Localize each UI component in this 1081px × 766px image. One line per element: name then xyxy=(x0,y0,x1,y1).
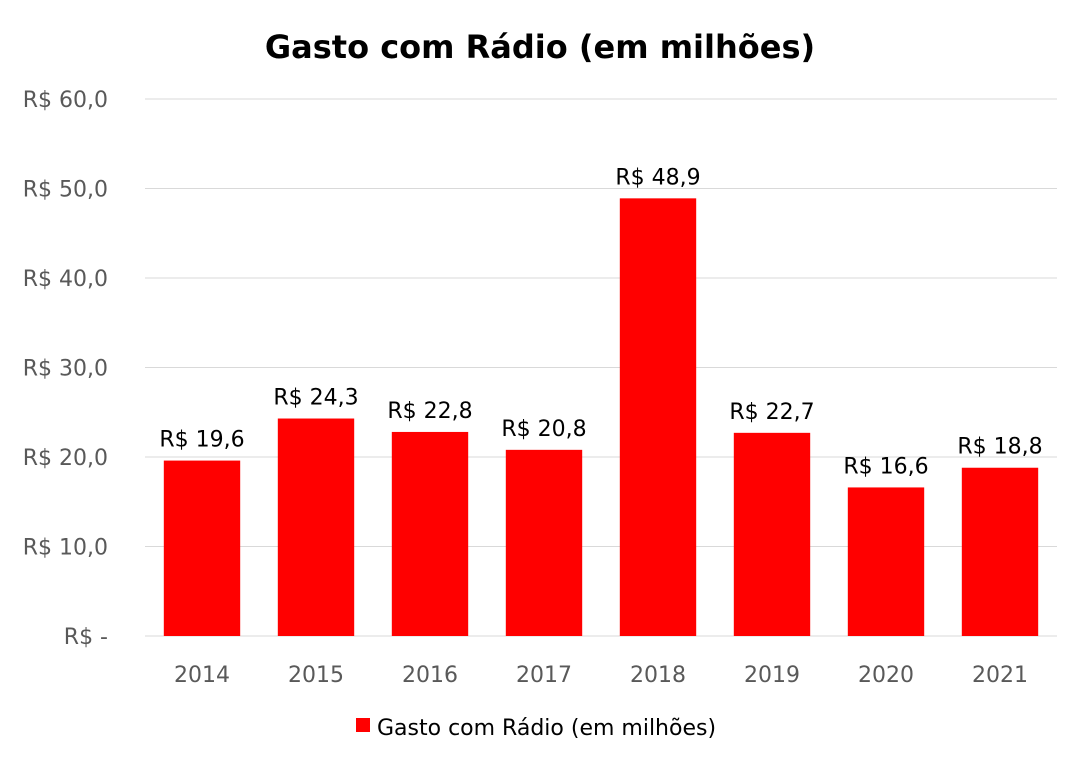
data-label-2018: R$ 48,9 xyxy=(615,165,700,190)
x-tick-label-2016: 2016 xyxy=(402,663,458,688)
x-tick-label-2019: 2019 xyxy=(744,663,800,688)
bar-2015 xyxy=(277,418,355,636)
data-label-2014: R$ 19,6 xyxy=(159,428,244,453)
bar-2020 xyxy=(847,487,925,636)
y-tick-label: R$ 60,0 xyxy=(23,88,108,113)
y-tick-label: R$ 50,0 xyxy=(23,178,108,203)
legend-label: Gasto com Rádio (em milhões) xyxy=(377,716,716,741)
x-axis-tick-labels: 2014 2015 2016 2017 2018 2019 2020 2021 xyxy=(174,663,1028,688)
bar-2018 xyxy=(619,198,697,636)
x-tick-label-2015: 2015 xyxy=(288,663,344,688)
bar-2017 xyxy=(505,449,583,636)
legend: Gasto com Rádio (em milhões) xyxy=(356,716,716,741)
x-tick-label-2021: 2021 xyxy=(972,663,1028,688)
y-tick-label: R$ 30,0 xyxy=(23,357,108,382)
data-labels: R$ 19,6 R$ 24,3 R$ 22,8 R$ 20,8 R$ 48,9 R$ 22… xyxy=(159,165,1042,479)
x-tick-label-2020: 2020 xyxy=(858,663,914,688)
data-label-2016: R$ 22,8 xyxy=(387,399,472,424)
x-tick-label-2017: 2017 xyxy=(516,663,572,688)
x-tick-label-2018: 2018 xyxy=(630,663,686,688)
bar-2019 xyxy=(733,432,811,636)
bar-2016 xyxy=(391,431,469,636)
data-label-2021: R$ 18,8 xyxy=(957,435,1042,460)
bar-2021 xyxy=(961,467,1039,636)
bars xyxy=(163,198,1039,636)
data-label-2017: R$ 20,8 xyxy=(501,417,586,442)
x-tick-label-2014: 2014 xyxy=(174,663,230,688)
y-tick-label: R$ - xyxy=(64,625,108,650)
legend-swatch xyxy=(356,718,370,732)
data-label-2020: R$ 16,6 xyxy=(843,454,928,479)
data-label-2019: R$ 22,7 xyxy=(729,400,814,425)
y-tick-label: R$ 40,0 xyxy=(23,267,108,292)
data-label-2015: R$ 24,3 xyxy=(273,386,358,411)
y-axis-tick-labels: R$ - R$ 10,0 R$ 20,0 R$ 30,0 R$ 40,0 R$ 50,0 R… xyxy=(23,88,108,650)
y-tick-label: R$ 10,0 xyxy=(23,536,108,561)
y-tick-label: R$ 20,0 xyxy=(23,446,108,471)
bar-2014 xyxy=(163,460,241,636)
chart-title: Gasto com Rádio (em milhões) xyxy=(265,28,815,66)
